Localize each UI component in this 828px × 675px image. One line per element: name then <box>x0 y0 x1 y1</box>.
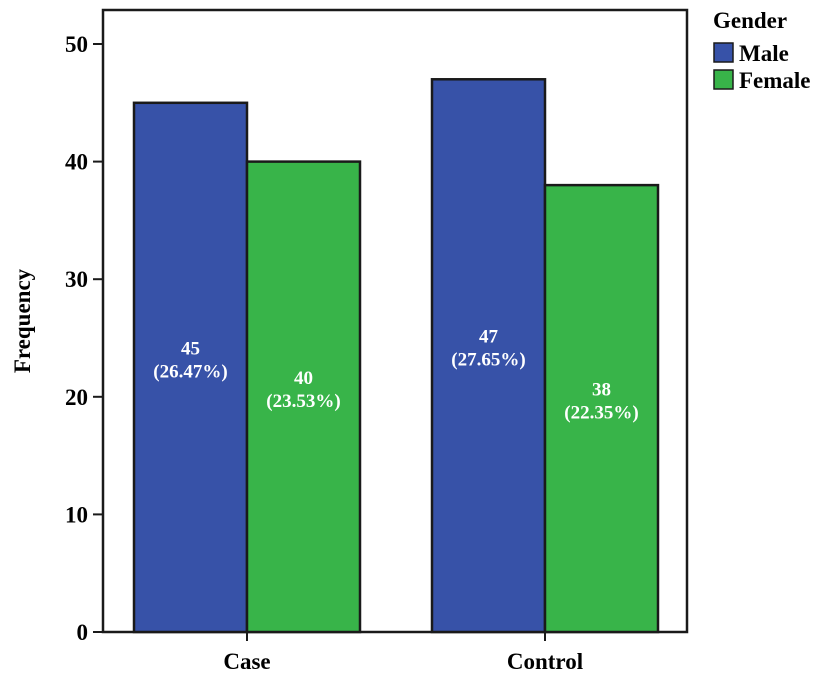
bar-control-male <box>430 78 547 634</box>
data-label: 38 (22.35%) <box>564 380 638 424</box>
data-label: 47 (27.65%) <box>451 327 525 371</box>
x-axis: Case Control <box>223 632 583 674</box>
bar-case-male <box>132 101 249 634</box>
legend-label-female: Female <box>739 68 811 93</box>
legend-label-male: Male <box>739 41 789 66</box>
data-label: 40 (23.53%) <box>266 368 340 412</box>
y-tick-label: 10 <box>65 502 88 527</box>
y-axis-title: Frequency <box>10 268 35 373</box>
legend-swatch-female <box>713 69 734 90</box>
legend-swatch-male <box>713 42 734 63</box>
y-tick-label: 40 <box>65 150 88 175</box>
x-tick-label: Case <box>223 649 270 674</box>
bars-group <box>132 78 660 634</box>
y-axis: 0 10 20 30 40 50 <box>65 32 103 645</box>
data-label: 45 (26.47%) <box>153 338 227 382</box>
x-tick-label: Control <box>507 649 583 674</box>
bar-control-female <box>543 183 660 634</box>
bar-case-female <box>245 160 362 634</box>
y-tick-label: 20 <box>65 385 88 410</box>
bar-labels-group: 45 (26.47%) 40 (23.53%) 47 (27.65%) 38 (22.35%) <box>153 327 638 424</box>
legend-title: Gender <box>713 8 787 33</box>
y-tick-label: 30 <box>65 267 88 292</box>
y-tick-label: 50 <box>65 32 88 57</box>
y-tick-label: 0 <box>77 620 89 645</box>
